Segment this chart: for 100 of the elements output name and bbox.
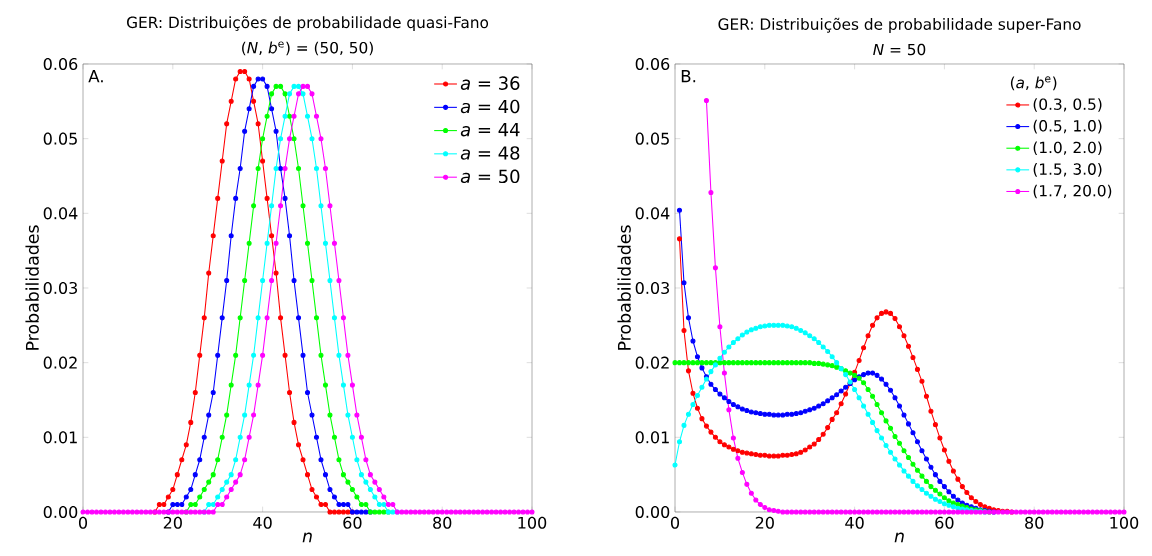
- x-tick-label: 100: [518, 516, 547, 529]
- point: [336, 457, 342, 463]
- x-tick-label: 20: [755, 516, 774, 529]
- point: [242, 412, 248, 418]
- point: [260, 136, 266, 142]
- point: [376, 509, 382, 515]
- point: [269, 106, 275, 112]
- point: [228, 98, 234, 104]
- point: [192, 472, 198, 478]
- point: [313, 165, 320, 172]
- point: [282, 195, 288, 201]
- point: [345, 501, 351, 508]
- point: [381, 501, 387, 508]
- point: [354, 509, 360, 515]
- point: [322, 472, 329, 478]
- point: [174, 472, 180, 478]
- point: [251, 98, 257, 104]
- point: [219, 434, 225, 440]
- x-tick-label: 80: [433, 516, 452, 529]
- chart-title: GER: Distribuições de probabilidade quasi-Fano: [127, 16, 489, 32]
- point: [219, 315, 225, 321]
- point: [318, 352, 324, 358]
- point: [219, 487, 225, 493]
- point: [246, 240, 252, 246]
- point: [228, 472, 234, 478]
- point: [255, 76, 261, 82]
- point: [215, 494, 221, 500]
- y-tick-label: 0.00: [635, 505, 670, 519]
- point: [291, 83, 297, 89]
- point: [273, 83, 279, 89]
- point: [197, 457, 203, 463]
- point: [349, 434, 355, 440]
- point: [251, 352, 257, 358]
- point: [304, 472, 311, 478]
- point: [264, 240, 270, 246]
- x-tick-label: 80: [1025, 516, 1044, 529]
- chart-title: GER: Distribuições de probabilidade super-Fano: [718, 17, 1081, 33]
- point: [224, 412, 230, 418]
- point: [304, 240, 311, 246]
- legend-label: (0.3, 0.5): [1033, 98, 1102, 112]
- point: [188, 501, 194, 508]
- point: [201, 434, 207, 440]
- point: [197, 352, 203, 358]
- point: [327, 277, 333, 284]
- x-tick-label: 20: [163, 516, 182, 529]
- point: [295, 315, 302, 321]
- point: [255, 315, 261, 321]
- point: [331, 509, 337, 515]
- y-tick-label: 0.05: [43, 132, 77, 145]
- point: [215, 352, 221, 358]
- point: [201, 487, 207, 493]
- point: [278, 136, 284, 142]
- point: [340, 472, 346, 478]
- y-axis-title: Probabilidades: [25, 225, 39, 350]
- legend-label: a = 40: [460, 99, 520, 114]
- point: [345, 412, 351, 418]
- point: [206, 501, 212, 508]
- point: [264, 83, 270, 89]
- point: [269, 233, 275, 239]
- legend-label: (1.7, 20.0): [1033, 184, 1112, 199]
- point: [251, 203, 257, 209]
- point: [188, 487, 194, 493]
- point: [224, 479, 230, 485]
- point: [156, 501, 162, 508]
- point: [237, 434, 243, 440]
- legend-label: a = 36: [460, 76, 520, 90]
- point: [390, 509, 396, 515]
- point: [233, 457, 239, 463]
- y-tick-label: 0.06: [43, 57, 78, 71]
- point: [295, 83, 302, 89]
- point: [170, 487, 176, 493]
- point: [269, 91, 275, 97]
- y-tick-label: 0.03: [43, 281, 78, 295]
- point: [233, 195, 239, 201]
- chart-subtitle: (N, b$^{e}$) = (50, 50): [242, 41, 373, 56]
- point: [331, 494, 337, 500]
- point: [260, 76, 266, 82]
- point: [179, 501, 185, 508]
- y-tick-label: 0.03: [635, 281, 669, 295]
- point: [273, 165, 279, 172]
- point: [210, 233, 216, 239]
- point: [300, 457, 306, 463]
- point: [255, 121, 261, 127]
- point: [165, 494, 171, 500]
- point: [228, 233, 234, 239]
- point: [287, 91, 293, 97]
- point: [251, 83, 257, 89]
- point: [264, 195, 270, 201]
- point: [327, 509, 333, 515]
- point: [367, 487, 373, 493]
- point: [242, 277, 248, 284]
- point: [309, 136, 315, 142]
- point: [197, 494, 203, 500]
- point: [287, 233, 293, 239]
- legend-title: (a, b$^{e}$): [1010, 76, 1057, 91]
- point: [327, 487, 333, 493]
- point: [336, 501, 342, 508]
- x-axis-title: n: [894, 532, 904, 543]
- y-tick-label: 0.02: [43, 356, 77, 369]
- point: [358, 472, 364, 478]
